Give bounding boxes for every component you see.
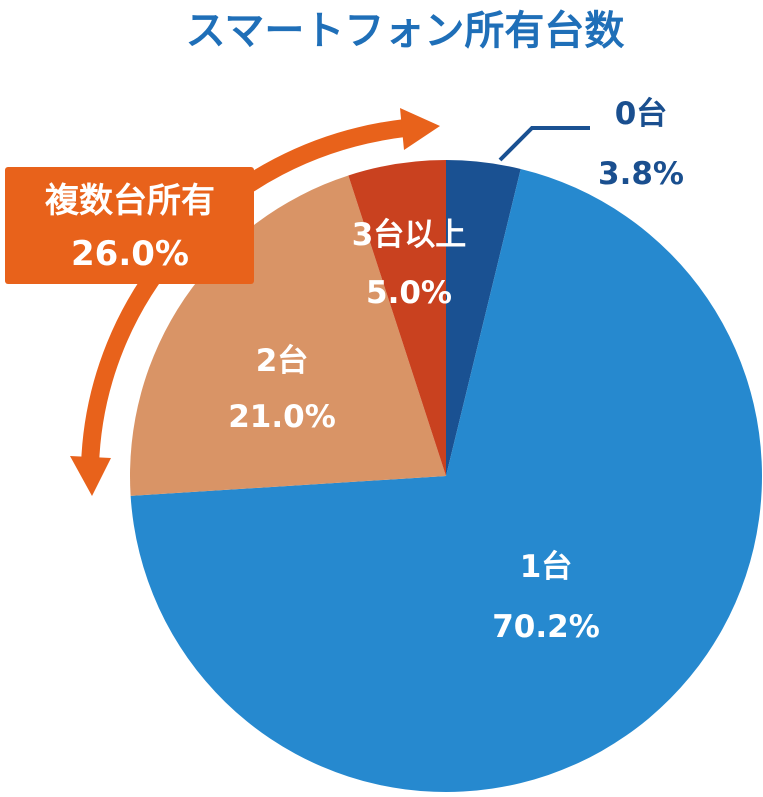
arrow-head-bottom <box>70 456 111 496</box>
leader-lines <box>498 126 590 162</box>
pie-slice <box>129 175 447 496</box>
multi-unit-callout: 複数台所有 26.0% <box>5 167 254 284</box>
slice-value-label: 5.0% <box>366 275 452 311</box>
callout-value: 26.0% <box>71 234 189 274</box>
pie-slice <box>348 160 446 476</box>
chart-title: スマートフォン所有台数 <box>186 8 625 54</box>
slice-category-label: 3台以上 <box>352 217 467 253</box>
slice-value-label: 21.0% <box>228 399 336 435</box>
slice-category-label: 2台 <box>256 343 309 379</box>
slice-labels: 0台 3.8% 1台 70.2% 2台 21.0% 3台以上 5.0% <box>228 96 684 645</box>
slice-category-label: 1台 <box>520 549 573 585</box>
leader-line <box>498 126 590 162</box>
slice-value-label: 70.2% <box>492 609 600 645</box>
callout-box <box>5 167 254 284</box>
arrow-head-top <box>400 108 440 150</box>
callout-title: 複数台所有 <box>45 181 215 221</box>
pie-slice <box>130 168 762 792</box>
pie-slice <box>446 159 521 476</box>
pie-slices <box>129 159 762 792</box>
slice-category-label: 0台 <box>615 96 668 132</box>
slice-value-label: 3.8% <box>598 156 684 192</box>
